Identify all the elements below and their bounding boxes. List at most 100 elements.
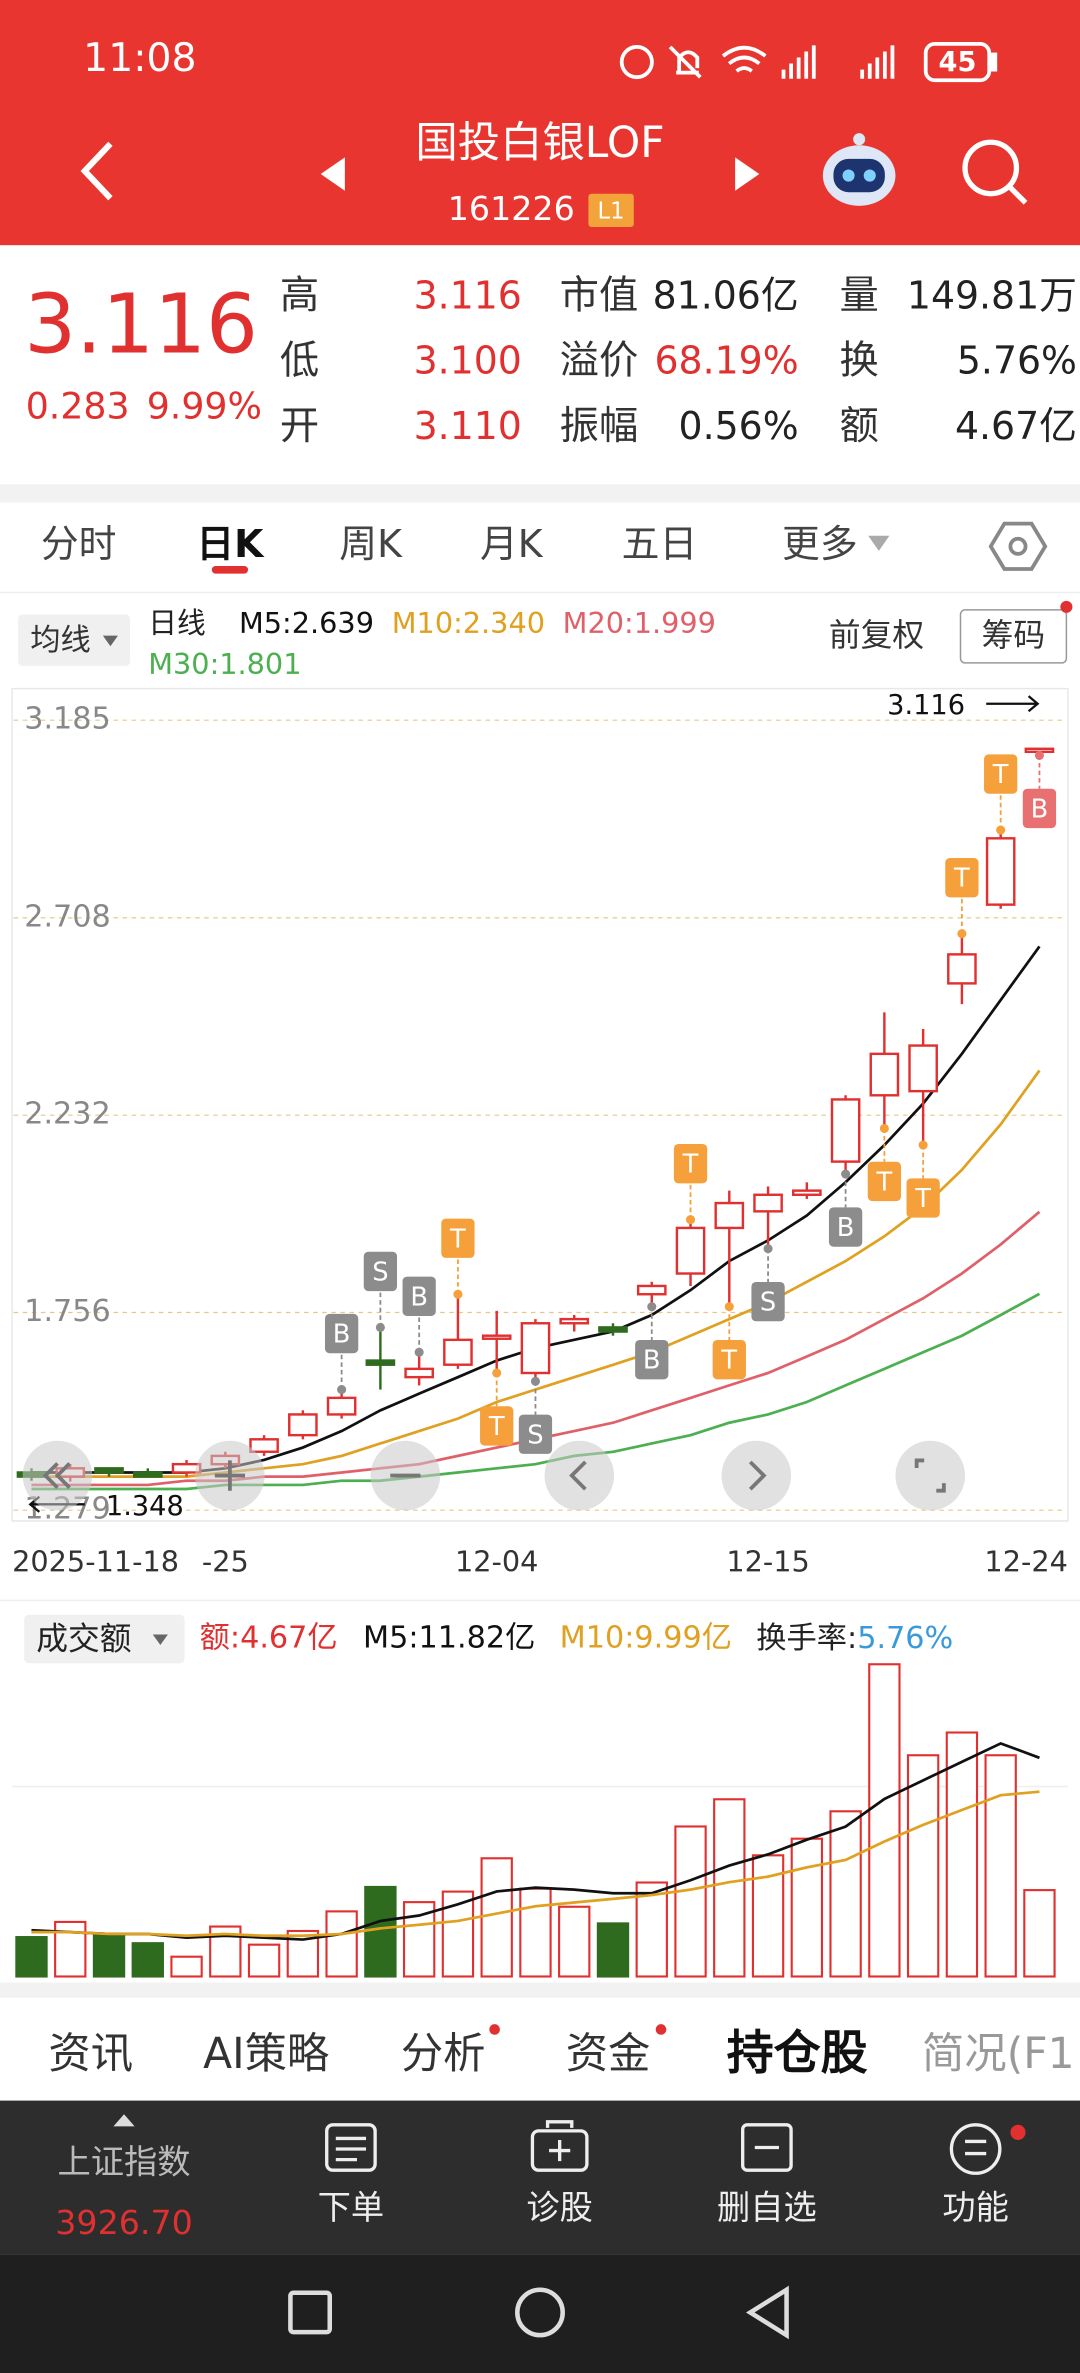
low-label: 1.348	[106, 1491, 184, 1522]
decor	[914, 1458, 946, 1493]
search-button[interactable]	[962, 139, 1028, 205]
info-tab[interactable]: 简况(F1	[922, 2029, 1075, 2078]
volume-bar	[829, 1810, 862, 1978]
info-tab[interactable]: 持仓股	[727, 2026, 868, 2081]
signal-label: T	[488, 1412, 505, 1442]
index-name[interactable]: 上证指数	[58, 2143, 191, 2182]
dropdown-arrow	[152, 1634, 168, 1646]
period-tab[interactable]: 月K	[480, 522, 544, 566]
volume-bar	[635, 1881, 668, 1978]
ma-button[interactable]: 均线	[30, 623, 90, 658]
signal-dot	[375, 1322, 385, 1332]
change: 0.283	[26, 385, 130, 428]
adjust-option[interactable]: 前复权	[829, 618, 924, 654]
y-tick-label: 1.756	[24, 1294, 111, 1329]
chips-button[interactable]: 筹码	[982, 618, 1046, 654]
legend-entry: M30:1.801	[148, 647, 301, 681]
field-value: 3.110	[414, 404, 522, 448]
notice-dot	[489, 2024, 500, 2035]
ma-button-bg[interactable]	[18, 614, 131, 666]
signal-badge	[480, 1406, 514, 1446]
signal-dot	[918, 1140, 928, 1150]
info-tab[interactable]: AI策略	[203, 2029, 329, 2078]
decor	[988, 52, 998, 72]
signal-label: B	[410, 1282, 428, 1312]
field-value: 81.06亿	[653, 274, 799, 318]
signal-badge	[441, 1218, 475, 1258]
battery-level: 45	[939, 47, 977, 78]
badge-bg	[588, 193, 634, 228]
volume-button[interactable]: 成交额	[36, 1622, 131, 1658]
signal-label: T	[720, 1346, 737, 1376]
action-label[interactable]: 删自选	[717, 2188, 817, 2227]
decor	[721, 45, 767, 73]
decor	[863, 169, 876, 182]
volume-bar	[92, 1932, 126, 1978]
signal-dot	[530, 1376, 540, 1386]
period-tab[interactable]: 五日	[622, 522, 698, 566]
y-tick-label: 2.232	[24, 1097, 111, 1132]
field-value: 4.67亿	[955, 404, 1077, 448]
action-label[interactable]: 诊股	[526, 2188, 593, 2227]
separator	[0, 484, 1080, 503]
field-label: 市值	[560, 273, 639, 319]
volume-button-bg[interactable]	[24, 1614, 185, 1664]
header-bg	[0, 0, 1080, 246]
volume-bar	[247, 1943, 281, 1978]
chips-button-bg[interactable]	[959, 609, 1068, 664]
expand-arrow[interactable]	[113, 2114, 135, 2127]
period-tab[interactable]: 更多	[782, 522, 858, 566]
grid-line	[12, 1785, 1068, 1788]
period-tab[interactable]: 分时	[41, 522, 117, 566]
info-tab[interactable]: 资讯	[48, 2029, 133, 2078]
nav-home[interactable]	[515, 2287, 565, 2338]
y-tick-label: 2.708	[24, 899, 111, 934]
x-tick-label: 12-04	[455, 1544, 538, 1578]
separator	[0, 1599, 1080, 1602]
action-label[interactable]: 下单	[318, 2188, 385, 2227]
signal-badge	[906, 1178, 940, 1218]
volume-bar	[15, 1936, 48, 1978]
period-tab[interactable]: 日K	[196, 522, 265, 566]
decor	[988, 521, 1048, 571]
volume-bar	[558, 1905, 591, 1978]
signal-dot	[685, 1215, 696, 1225]
signal-label: B	[1031, 794, 1049, 824]
info-tab[interactable]: 分析	[401, 2029, 486, 2078]
field-value: 3.116	[414, 274, 522, 318]
field-value: 3.100	[414, 339, 522, 383]
back-button[interactable]	[80, 141, 113, 201]
nav-recent[interactable]	[288, 2290, 333, 2335]
quote-fields: 高 3.116 市值 81.06亿量 149.81万低 3.100 溢价 68.19% 换 5.7…	[280, 273, 1077, 449]
change-pct: 9.99%	[147, 385, 262, 428]
volume-bar	[54, 1920, 87, 1978]
action-label[interactable]: 功能	[942, 2188, 1009, 2227]
candle-body	[326, 1396, 357, 1416]
decor	[781, 45, 895, 79]
decor	[325, 2123, 377, 2172]
next-stock[interactable]	[735, 157, 760, 191]
settings-button[interactable]	[988, 521, 1048, 571]
signal-badge	[673, 1143, 708, 1184]
field-value: 0.56%	[679, 404, 799, 448]
high-label: 3.116	[887, 690, 965, 721]
assistant-icon[interactable]	[822, 133, 896, 206]
period-tab[interactable]: 周K	[339, 522, 403, 566]
signal-label: S	[372, 1257, 388, 1287]
candle-body	[908, 1044, 938, 1093]
field-value: 149.81万	[907, 274, 1077, 318]
signal-dot	[841, 1169, 851, 1179]
candle-body	[249, 1438, 279, 1453]
prev-stock[interactable]	[320, 157, 345, 191]
status-icons	[619, 41, 998, 83]
volume-bar	[868, 1663, 901, 1978]
candle-body	[753, 1193, 783, 1213]
candle-body	[598, 1326, 628, 1333]
nav-back[interactable]	[745, 2285, 789, 2340]
info-tab[interactable]: 资金	[566, 2029, 651, 2078]
signal-label: S	[527, 1420, 543, 1450]
decor	[721, 1440, 792, 1511]
decor	[668, 45, 702, 79]
decor	[949, 2123, 1002, 2175]
